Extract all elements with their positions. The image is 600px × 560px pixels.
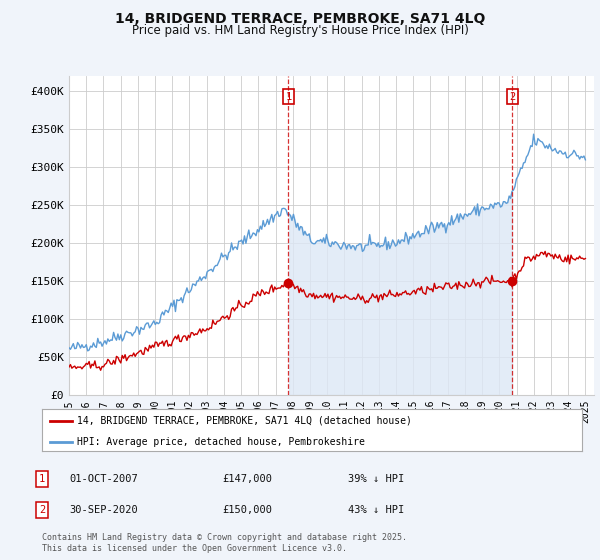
- Text: Price paid vs. HM Land Registry's House Price Index (HPI): Price paid vs. HM Land Registry's House …: [131, 24, 469, 36]
- Text: 01-OCT-2007: 01-OCT-2007: [69, 474, 138, 484]
- Text: 14, BRIDGEND TERRACE, PEMBROKE, SA71 4LQ: 14, BRIDGEND TERRACE, PEMBROKE, SA71 4LQ: [115, 12, 485, 26]
- Text: Contains HM Land Registry data © Crown copyright and database right 2025.
This d: Contains HM Land Registry data © Crown c…: [42, 533, 407, 553]
- Text: 2: 2: [39, 505, 45, 515]
- Text: 43% ↓ HPI: 43% ↓ HPI: [348, 505, 404, 515]
- Text: 2: 2: [509, 92, 515, 102]
- Text: 30-SEP-2020: 30-SEP-2020: [69, 505, 138, 515]
- Text: 39% ↓ HPI: 39% ↓ HPI: [348, 474, 404, 484]
- Text: £147,000: £147,000: [222, 474, 272, 484]
- Text: HPI: Average price, detached house, Pembrokeshire: HPI: Average price, detached house, Pemb…: [77, 437, 365, 446]
- Text: £150,000: £150,000: [222, 505, 272, 515]
- Text: 1: 1: [39, 474, 45, 484]
- Text: 1: 1: [286, 92, 292, 102]
- Text: 14, BRIDGEND TERRACE, PEMBROKE, SA71 4LQ (detached house): 14, BRIDGEND TERRACE, PEMBROKE, SA71 4LQ…: [77, 416, 412, 426]
